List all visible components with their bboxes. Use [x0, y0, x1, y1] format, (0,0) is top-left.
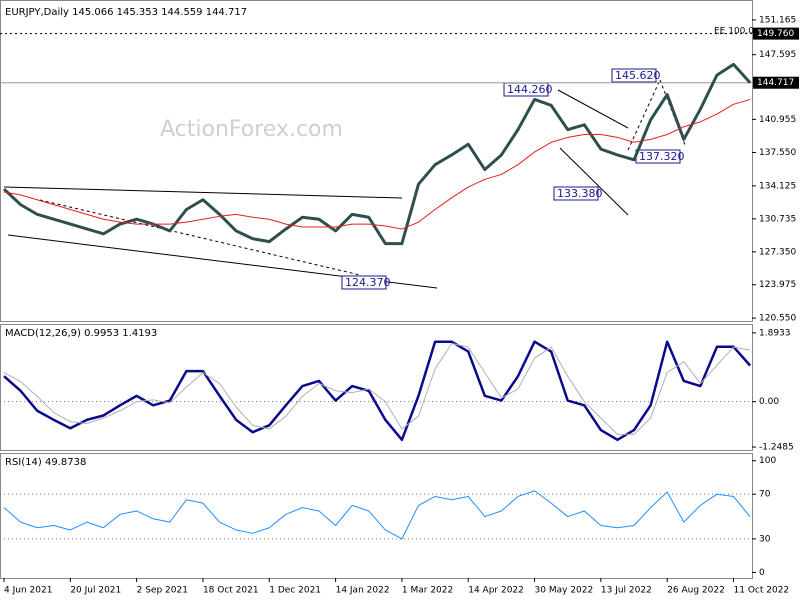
y-tick-label: -1.2485	[759, 443, 794, 453]
x-tick-label: 13 Jul 2022	[601, 586, 652, 596]
y-tick-label: 127.350	[759, 247, 796, 257]
x-tick-label: 30 May 2022	[535, 586, 594, 596]
y-tick-label: 70	[759, 490, 771, 500]
y-tick-label: 130.735	[759, 214, 796, 224]
x-tick-label: 26 Aug 2022	[667, 586, 725, 596]
x-tick-label: 14 Apr 2022	[468, 586, 524, 596]
level-label-box	[753, 76, 799, 89]
level-label: 149.760	[757, 29, 794, 39]
trendlines	[3, 79, 686, 289]
level-label: 144.717	[757, 78, 794, 88]
y-tick-label: 30	[759, 534, 771, 544]
series-line	[3, 343, 751, 435]
panel-title: MACD(12,26,9) 0.9953 1.4193	[5, 328, 157, 339]
level-label-box	[753, 27, 799, 40]
panel-title: EURJPY,Daily 145.066 145.353 144.559 144…	[5, 7, 247, 18]
annotation: 124.370	[345, 276, 391, 289]
annotation: 144.260	[507, 83, 553, 96]
y-tick-label: 1.8933	[759, 328, 791, 338]
annotation-box	[611, 68, 657, 83]
y-tick-label: 0.00	[759, 397, 779, 407]
annotation-box	[341, 275, 387, 290]
annotation-box	[553, 186, 599, 201]
x-tick-label: 2 Sep 2021	[137, 586, 188, 596]
annotation: 133.380	[557, 187, 603, 200]
series-line	[3, 340, 752, 442]
watermark: ActionForex.com	[160, 117, 343, 142]
y-tick-label: 134.125	[759, 181, 796, 191]
y-tick-label: 0	[759, 568, 765, 578]
x-tick-label: 11 Oct 2022	[734, 586, 790, 596]
x-tick-label: 1 Dec 2021	[269, 586, 321, 596]
x-tick-label: 14 Jan 2022	[336, 586, 390, 596]
x-tick-label: 1 Mar 2022	[402, 586, 453, 596]
y-tick-label: 123.975	[759, 280, 796, 290]
x-tick-label: 18 Oct 2021	[203, 586, 259, 596]
panel-title: RSI(14) 49.8738	[5, 457, 86, 468]
series-line	[3, 490, 751, 540]
y-tick-label: 137.550	[759, 148, 796, 158]
annotation: 137.320	[639, 150, 685, 163]
y-tick-label: 120.550	[759, 314, 796, 324]
y-tick-label: 140.955	[759, 115, 796, 125]
x-tick-label: 4 Jun 2021	[4, 586, 52, 596]
series-line	[2, 62, 752, 246]
y-tick-label: 151.165	[759, 15, 796, 25]
price-panel	[0, 0, 753, 322]
x-tick-label: 20 Jul 2021	[70, 586, 121, 596]
annotation: 145.620	[615, 69, 661, 82]
rsi-panel	[0, 453, 753, 579]
y-tick-label: 147.595	[759, 50, 796, 60]
series-line	[3, 98, 751, 230]
annotations: 144.260 145.620 137.320 133.380 124.370 …	[341, 27, 754, 290]
annotation: EE 100.0	[714, 27, 754, 37]
macd-panel	[0, 324, 753, 451]
y-tick-label: 100	[759, 456, 776, 466]
